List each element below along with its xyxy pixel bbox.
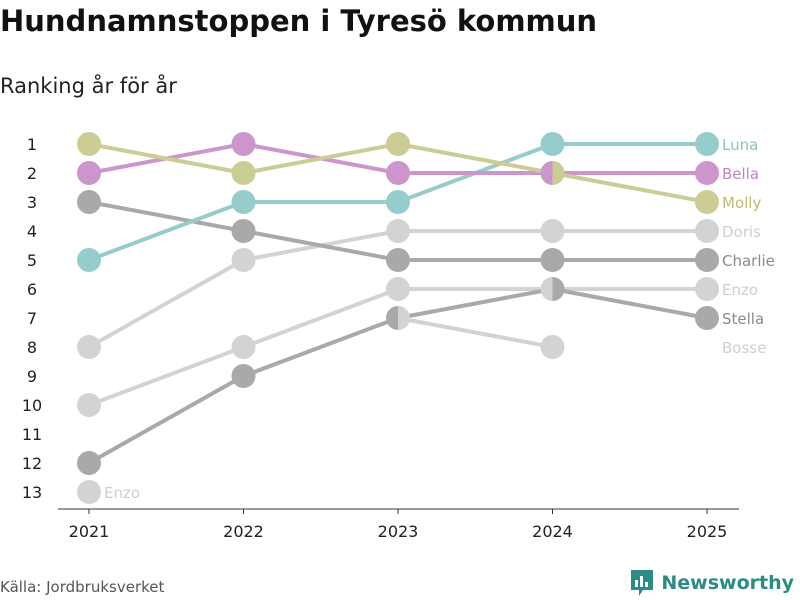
point-molly [231,161,256,185]
point-enzo [695,277,719,301]
chart-subtitle: Ranking år för år [0,74,177,98]
newsworthy-logo-icon [631,570,654,596]
point-molly [695,190,719,214]
point-doris [540,219,565,243]
series-label-luna: Luna [722,136,758,154]
y-tick-label: 13 [22,483,42,502]
point-stella [552,277,565,301]
point-luna [77,248,101,272]
series-label-enzo: Enzo [722,281,758,299]
x-tick-label: 2021 [69,522,110,541]
x-tick-label: 2023 [378,522,419,541]
point-bella [540,161,553,185]
point-enzo [540,277,553,301]
point-luna [231,190,256,214]
point-bosse [398,306,410,330]
point-molly [552,161,565,185]
y-tick-label: 10 [22,396,42,415]
point-charlie [386,248,410,272]
y-tick-label: 6 [27,280,37,299]
point-bella [77,161,101,185]
x-tick-label: 2022 [223,522,264,541]
point-doris [231,248,256,272]
points-layer [77,132,719,504]
series-label-molly: Molly [722,194,761,212]
point-bella [231,132,256,156]
series-label-bella: Bella [722,165,759,183]
point-enzo [77,393,101,417]
point-charlie [540,248,565,272]
point-charlie [77,190,101,214]
point-doris [77,335,101,359]
y-tick-label: 12 [22,454,42,473]
series-label-charlie: Charlie [722,252,775,270]
y-tick-label: 5 [27,251,37,270]
y-tick-label: 4 [27,222,37,241]
point-enzo [77,480,101,504]
point-luna [540,132,565,156]
chart-title: Hundnamnstoppen i Tyresö kommun [0,4,598,38]
point-bella [386,161,410,185]
brand-name: Newsworthy [661,572,794,594]
series-label-bosse: Bosse [722,339,766,357]
series-label-doris: Doris [722,223,761,241]
point-luna [386,190,410,214]
y-tick-label: 2 [27,164,37,183]
point-enzo [231,335,256,359]
source-note: Källa: Jordbruksverket [0,578,165,596]
x-tick-label: 2025 [687,522,728,541]
point-charlie [695,248,719,272]
point-doris [386,219,410,243]
labels-layer: Luna Bella Molly Doris Charlie Enzo Stella Boss… [104,136,775,502]
point-molly [77,132,101,156]
point-label-enzo: Enzo [104,484,140,502]
point-stella [695,306,719,330]
point-charlie [231,219,256,243]
y-tick-label: 3 [27,193,37,212]
series-label-stella: Stella [722,310,764,328]
point-doris [695,219,719,243]
y-tick-label: 9 [27,367,37,386]
point-stella [386,306,398,330]
y-tick-label: 1 [27,135,37,154]
y-tick-label: 11 [22,425,42,444]
point-luna [695,132,719,156]
point-enzo [386,277,410,301]
brand-logo: Newsworthy [629,568,794,598]
point-stella [231,364,256,388]
x-tick-label: 2024 [532,522,573,541]
y-tick-label: 7 [27,309,37,328]
point-molly [386,132,410,156]
point-bosse [540,335,565,359]
point-bella [695,161,719,185]
series-line-bosse [397,316,553,349]
point-stella [77,451,101,475]
y-tick-label: 8 [27,338,37,357]
